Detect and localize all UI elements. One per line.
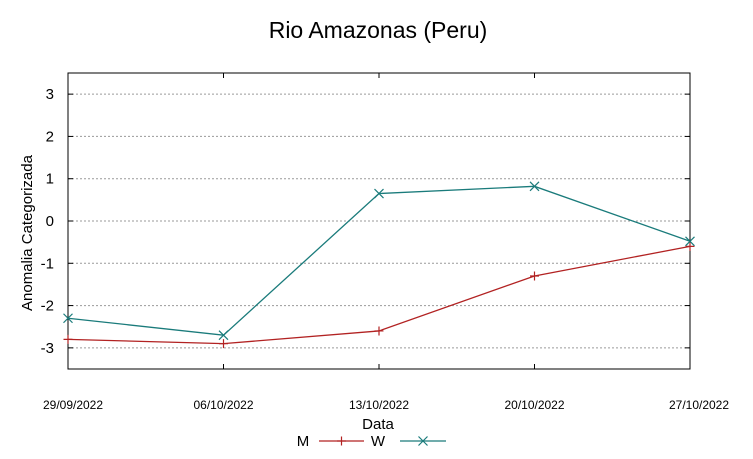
cross-marker <box>63 313 73 324</box>
cross-marker <box>374 188 384 199</box>
cross-marker <box>418 436 428 446</box>
plus-marker <box>374 326 384 336</box>
y-tick-label: -3 <box>41 340 54 357</box>
y-tick-label: 0 <box>46 213 54 230</box>
plus-marker <box>337 436 346 446</box>
y-axis-label: Anomalia Categorizada <box>19 154 36 311</box>
chart-title: Rio Amazonas (Peru) <box>269 17 488 43</box>
y-tick-label: 1 <box>46 171 54 188</box>
x-tick-label: 06/10/2022 <box>193 398 253 412</box>
cross-marker <box>529 181 540 192</box>
plus-marker <box>685 241 695 251</box>
plus-marker <box>63 334 73 344</box>
legend-label-W: W <box>371 433 386 450</box>
grid-lines <box>68 93 690 349</box>
legend-label-M: M <box>297 433 310 450</box>
y-axis: -3 -2 -1 0 1 2 3 <box>41 86 690 357</box>
y-tick-label: 2 <box>46 128 54 145</box>
x-tick-label: 13/10/2022 <box>349 398 409 412</box>
y-tick-label: -2 <box>41 298 54 315</box>
x-tick-label: 29/09/2022 <box>43 398 103 412</box>
plus-marker <box>219 339 228 349</box>
y-tick-label: 3 <box>46 86 54 103</box>
x-tick-label: 27/10/2022 <box>669 398 729 412</box>
x-axis: 29/09/2022 06/10/2022 13/10/2022 20/10/2022… <box>43 73 729 412</box>
x-axis-label: Data <box>362 416 394 433</box>
y-tick-label: -1 <box>41 255 54 272</box>
cross-marker <box>218 330 229 341</box>
series-layer <box>63 181 695 349</box>
plus-marker <box>530 271 539 281</box>
cross-marker <box>685 236 695 247</box>
x-tick-label: 20/10/2022 <box>504 398 564 412</box>
series-line-W <box>67 185 691 336</box>
